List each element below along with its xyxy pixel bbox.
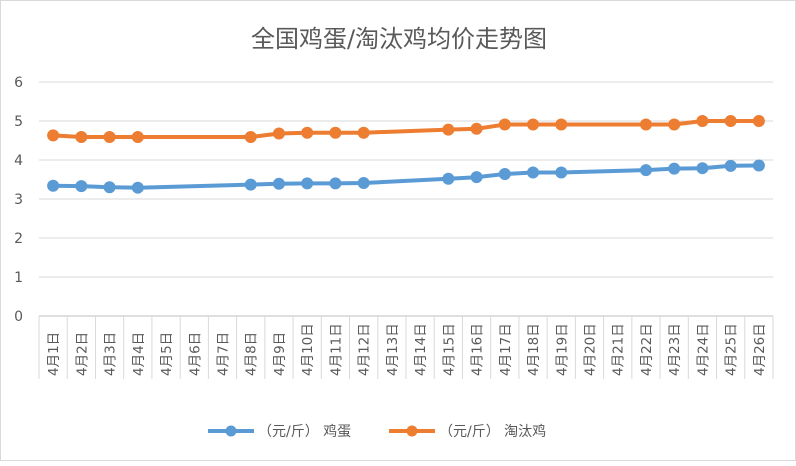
data-point	[329, 177, 342, 190]
data-point	[668, 162, 681, 175]
x-tick-label: 4月7日	[216, 332, 232, 376]
plot-area	[47, 115, 765, 194]
data-point	[555, 118, 568, 131]
legend: （元/斤） 鸡蛋 （元/斤） 淘汰鸡	[208, 423, 546, 440]
data-point	[752, 115, 765, 127]
legend-item: （元/斤） 淘汰鸡	[389, 423, 546, 440]
y-tick-label: 0	[14, 309, 23, 325]
x-tick-label: 4月12日	[357, 323, 373, 376]
data-point	[301, 126, 314, 139]
x-tick-label: 4月20日	[583, 323, 599, 376]
series-line	[51, 119, 761, 139]
data-point	[103, 130, 116, 143]
data-point	[47, 129, 60, 142]
data-point	[357, 126, 370, 139]
data-point	[498, 168, 511, 181]
data-point	[498, 118, 511, 131]
x-tick-label: 4月21日	[611, 323, 627, 376]
x-tick-label: 4月10日	[300, 323, 316, 376]
data-point	[272, 177, 285, 190]
legend-marker	[225, 425, 237, 437]
data-point	[329, 126, 342, 139]
data-point	[696, 115, 709, 127]
data-point	[47, 179, 60, 192]
data-point	[244, 178, 257, 191]
data-point	[668, 118, 681, 131]
x-tick-label: 4月18日	[526, 323, 542, 376]
legend-label: （元/斤） 鸡蛋	[258, 423, 351, 440]
x-tick-label: 4月19日	[554, 323, 570, 376]
data-point	[442, 123, 455, 136]
data-point	[639, 118, 652, 131]
data-point	[555, 166, 568, 179]
x-tick-label: 4月26日	[752, 323, 768, 376]
x-tick-label: 4月22日	[639, 323, 655, 376]
x-tick-label: 4月6日	[187, 332, 203, 376]
data-point	[75, 180, 88, 193]
data-point	[527, 118, 540, 131]
legend-label: （元/斤） 淘汰鸡	[439, 423, 546, 440]
x-tick-label: 4月14日	[413, 323, 429, 376]
data-point	[131, 181, 144, 194]
x-tick-label: 4月17日	[498, 323, 514, 376]
data-point	[696, 162, 709, 175]
x-tick-label: 4月3日	[103, 332, 119, 376]
data-point	[752, 159, 765, 172]
data-point	[724, 159, 737, 172]
x-tick-label: 4月23日	[667, 323, 683, 376]
data-point	[470, 122, 483, 135]
x-tick-label: 4月1日	[46, 332, 62, 376]
y-tick-label: 4	[14, 153, 23, 169]
x-tick-label: 4月24日	[695, 323, 711, 376]
series-line	[51, 163, 761, 190]
x-tick-label: 4月2日	[74, 332, 90, 376]
x-tick-label: 4月4日	[131, 332, 147, 376]
data-point	[357, 177, 370, 190]
data-point	[75, 130, 88, 143]
x-axis: 4月1日 4月2日 4月3日 4月4日 4月5日 4月6日 4月7日 4月8日 4月9日 4月10…	[38, 315, 774, 379]
data-point	[639, 164, 652, 177]
y-tick-label: 6	[14, 75, 23, 91]
x-tick-label: 4月25日	[724, 323, 740, 376]
chart-title: 全国鸡蛋/淘汰鸡均价走势图	[251, 25, 547, 53]
data-point	[103, 181, 116, 194]
x-tick-label: 4月9日	[272, 332, 288, 376]
gridlines	[39, 81, 773, 278]
x-tick-label: 4月13日	[385, 323, 401, 376]
data-point	[301, 177, 314, 190]
data-point	[244, 130, 257, 143]
data-point	[470, 171, 483, 184]
x-tick-label: 4月16日	[470, 323, 486, 376]
y-tick-label: 3	[14, 192, 23, 208]
y-axis: 0 1 2 3 4 5 6	[14, 75, 23, 325]
data-point	[724, 115, 737, 127]
y-tick-label: 5	[14, 114, 23, 130]
legend-item: （元/斤） 鸡蛋	[208, 423, 351, 440]
data-point	[272, 127, 285, 140]
data-point	[442, 172, 455, 185]
y-tick-label: 2	[14, 231, 23, 247]
y-tick-label: 1	[14, 270, 23, 286]
x-tick-label: 4月5日	[159, 332, 175, 376]
x-tick-label: 4月11日	[328, 323, 344, 376]
data-point	[131, 130, 144, 143]
x-tick-label: 4月15日	[441, 323, 457, 376]
data-point	[527, 166, 540, 179]
x-tick-label: 4月8日	[244, 332, 260, 376]
legend-marker	[406, 425, 418, 437]
